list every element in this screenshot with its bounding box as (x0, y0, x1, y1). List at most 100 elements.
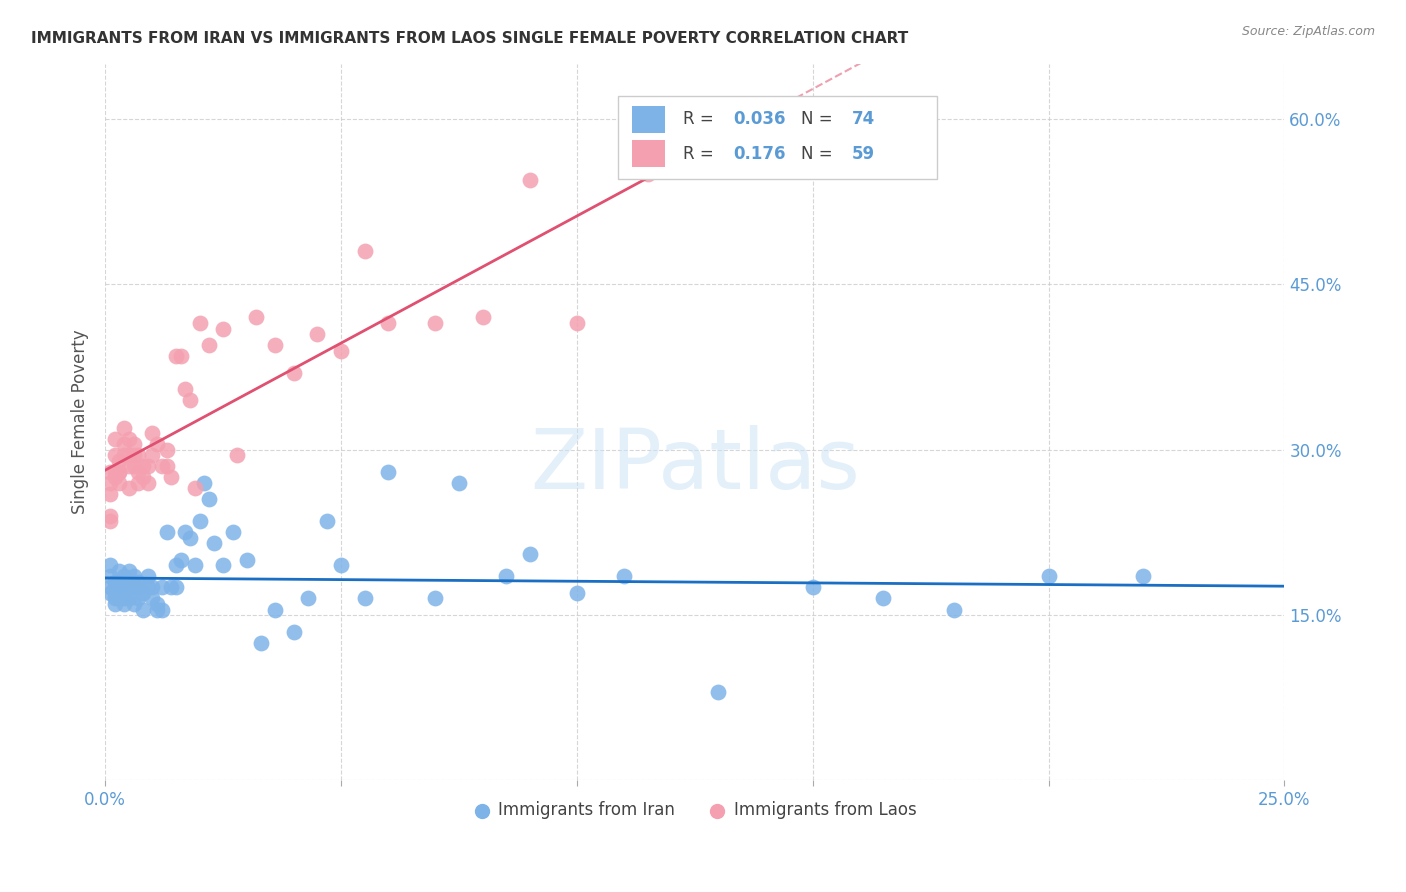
Text: N =: N = (801, 111, 838, 128)
Point (112, 437, 135, 451)
Point (104, 586, 127, 600)
Point (132, 586, 155, 600)
Point (170, 553, 193, 567)
Point (447, 475, 470, 490)
Point (141, 448, 163, 462)
Point (136, 459, 159, 474)
Point (155, 442, 177, 457)
Point (108, 574, 131, 589)
Text: Source: ZipAtlas.com: Source: ZipAtlas.com (1241, 25, 1375, 38)
Point (707, 685, 730, 699)
Text: N =: N = (801, 145, 838, 162)
Point (174, 382, 197, 396)
Point (198, 338, 221, 352)
Point (122, 581, 145, 595)
Point (112, 591, 135, 606)
Point (316, 514, 339, 528)
Point (226, 448, 249, 462)
Point (297, 591, 319, 606)
Point (307, 326, 329, 341)
Point (872, 591, 894, 606)
Point (943, 602, 966, 616)
Point (108, 564, 131, 578)
Point (613, 569, 636, 583)
Text: R =: R = (683, 145, 724, 162)
Point (127, 591, 149, 606)
Point (146, 597, 169, 611)
Point (108, 574, 131, 589)
Point (112, 597, 135, 611)
Point (165, 349, 187, 363)
Point (353, 244, 375, 259)
Point (637, 167, 659, 181)
Point (377, 465, 399, 479)
Text: 0.176: 0.176 (734, 145, 786, 162)
Point (118, 564, 141, 578)
Point (104, 432, 127, 446)
Point (264, 338, 287, 352)
Point (118, 448, 141, 462)
Point (146, 437, 169, 451)
Point (519, 173, 541, 187)
Point (108, 465, 131, 479)
Text: IMMIGRANTS FROM IRAN VS IMMIGRANTS FROM LAOS SINGLE FEMALE POVERTY CORRELATION C: IMMIGRANTS FROM IRAN VS IMMIGRANTS FROM … (31, 31, 908, 46)
FancyBboxPatch shape (619, 96, 936, 178)
Point (122, 597, 145, 611)
FancyBboxPatch shape (633, 140, 665, 167)
FancyBboxPatch shape (633, 105, 665, 133)
Point (118, 481, 141, 495)
Point (707, 134, 730, 148)
Point (122, 459, 145, 474)
Point (98, 475, 121, 490)
Point (330, 343, 353, 358)
Point (150, 602, 173, 616)
Point (112, 581, 135, 595)
Point (565, 316, 588, 330)
Point (127, 465, 149, 479)
Point (150, 581, 173, 595)
Point (118, 459, 141, 474)
Point (565, 586, 588, 600)
Point (141, 426, 163, 441)
Point (108, 454, 131, 468)
Point (235, 553, 257, 567)
Point (353, 591, 375, 606)
Point (150, 459, 173, 474)
Point (127, 574, 149, 589)
Point (221, 525, 243, 540)
Point (122, 437, 145, 451)
Point (155, 525, 177, 540)
Point (179, 393, 201, 408)
Point (98, 465, 121, 479)
Point (264, 602, 287, 616)
Point (108, 591, 131, 606)
Point (108, 586, 131, 600)
Point (98, 487, 121, 501)
Point (141, 581, 163, 595)
Text: 59: 59 (852, 145, 875, 162)
Point (118, 581, 141, 595)
Point (179, 531, 201, 545)
Point (127, 581, 149, 595)
Point (471, 310, 494, 325)
Point (250, 635, 273, 649)
Point (104, 581, 127, 595)
Point (212, 321, 235, 335)
Point (377, 316, 399, 330)
Text: ZIPatlas: ZIPatlas (530, 425, 859, 506)
Point (132, 470, 155, 484)
Point (136, 569, 159, 583)
Point (112, 569, 135, 583)
Point (330, 558, 353, 573)
Point (98, 581, 121, 595)
Point (519, 548, 541, 562)
Point (122, 569, 145, 583)
Point (104, 574, 127, 589)
Point (98, 508, 121, 523)
Y-axis label: Single Female Poverty: Single Female Poverty (72, 330, 89, 515)
Point (170, 349, 193, 363)
Point (98, 558, 121, 573)
Point (425, 316, 447, 330)
Point (425, 591, 447, 606)
Point (108, 475, 131, 490)
